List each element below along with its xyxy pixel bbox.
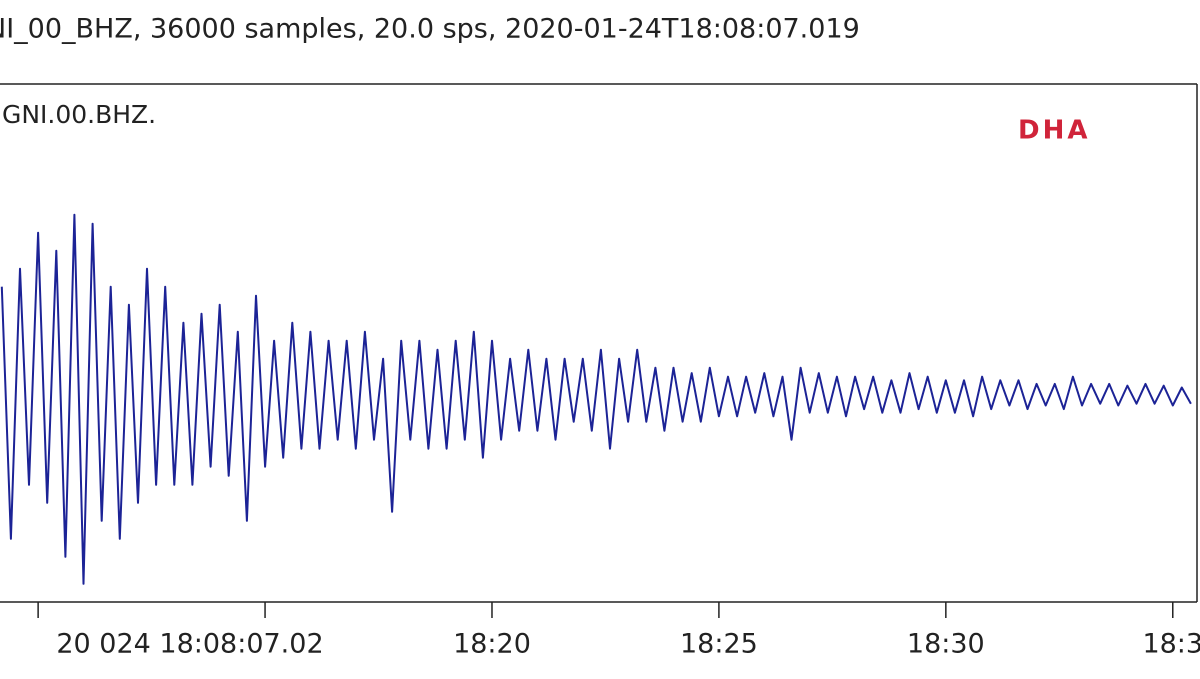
trace-label: .GNI.00.BHZ. <box>0 100 156 129</box>
chart-title: NI_00_BHZ, 36000 samples, 20.0 sps, 2020… <box>0 14 860 45</box>
start-time-label: 20 024 18:08:07.02 <box>56 629 323 660</box>
x-tick-label: 18:20 <box>453 629 531 660</box>
x-tick-label: 18:25 <box>680 629 758 660</box>
waveform <box>0 213 1192 585</box>
x-tick-label: 18:30 <box>907 629 985 660</box>
x-tick-label: 18:3 <box>1142 629 1200 660</box>
watermark: DHA <box>1018 116 1090 146</box>
